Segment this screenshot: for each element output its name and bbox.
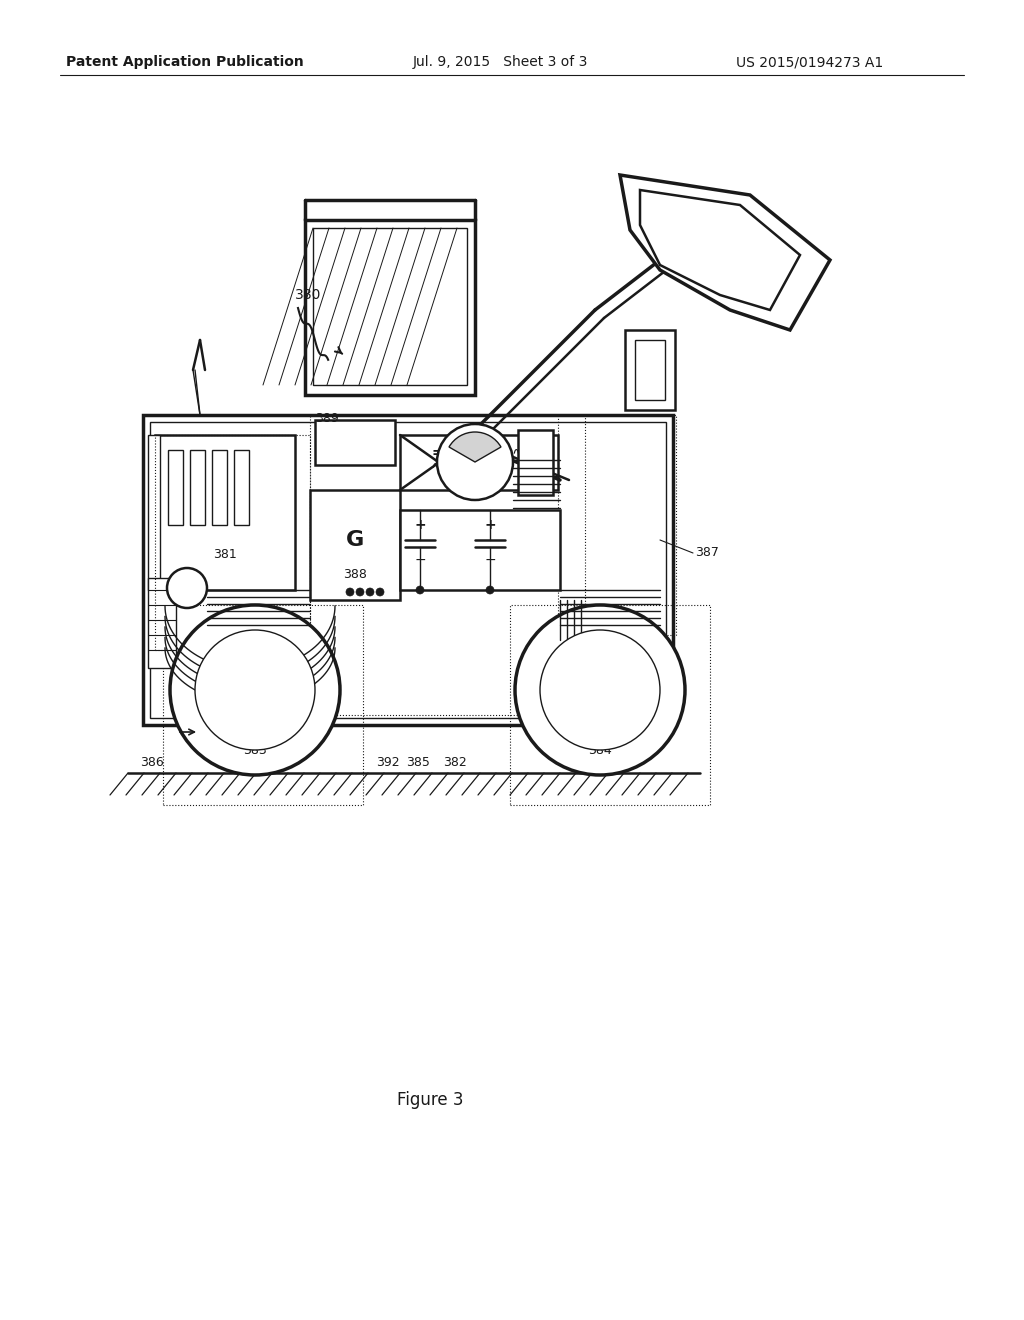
Bar <box>478 436 558 490</box>
Circle shape <box>195 630 315 750</box>
Text: Patent Application Publication: Patent Application Publication <box>67 55 304 69</box>
Circle shape <box>356 587 364 597</box>
Text: =: = <box>431 446 442 459</box>
Bar <box>313 228 467 385</box>
Text: 382: 382 <box>443 755 467 768</box>
Bar <box>305 220 475 395</box>
Text: 387: 387 <box>695 546 719 560</box>
Text: 392: 392 <box>376 755 399 768</box>
Bar <box>400 436 475 490</box>
Bar <box>212 450 227 525</box>
Text: 389: 389 <box>315 412 339 425</box>
Text: M: M <box>590 665 609 685</box>
Bar <box>155 436 295 590</box>
Circle shape <box>515 605 685 775</box>
Bar <box>558 414 676 635</box>
Text: +: + <box>484 517 496 532</box>
Bar <box>625 330 675 411</box>
Wedge shape <box>449 432 501 462</box>
Bar <box>155 436 310 649</box>
Text: 383: 383 <box>243 743 267 756</box>
Bar <box>310 414 585 715</box>
Bar <box>315 420 395 465</box>
Bar <box>234 450 249 525</box>
Circle shape <box>486 586 494 594</box>
Text: US 2015/0194273 A1: US 2015/0194273 A1 <box>736 55 884 69</box>
Bar <box>168 450 183 525</box>
Circle shape <box>540 630 660 750</box>
Text: ∿: ∿ <box>431 459 443 474</box>
Text: 384: 384 <box>588 743 612 756</box>
Text: 388: 388 <box>343 569 367 582</box>
Circle shape <box>416 586 424 594</box>
Polygon shape <box>620 176 830 330</box>
Circle shape <box>366 587 374 597</box>
Bar <box>635 341 665 400</box>
Circle shape <box>451 352 459 360</box>
Circle shape <box>437 424 513 500</box>
Text: 391: 391 <box>588 689 611 701</box>
Bar <box>518 430 553 495</box>
Circle shape <box>434 352 442 360</box>
Text: Jul. 9, 2015   Sheet 3 of 3: Jul. 9, 2015 Sheet 3 of 3 <box>413 55 588 69</box>
Bar <box>143 414 673 725</box>
Circle shape <box>346 587 354 597</box>
Polygon shape <box>640 190 800 310</box>
Text: +: + <box>414 517 426 532</box>
Text: G: G <box>346 531 365 550</box>
Bar <box>400 510 560 590</box>
Circle shape <box>170 605 340 775</box>
Bar <box>510 605 710 805</box>
Circle shape <box>167 568 207 609</box>
Text: 390: 390 <box>243 689 267 701</box>
Text: ∿: ∿ <box>512 446 524 461</box>
Bar <box>190 450 205 525</box>
Bar <box>148 436 160 590</box>
Bar <box>150 422 666 718</box>
Text: −: − <box>484 553 496 568</box>
Text: 386: 386 <box>140 755 164 768</box>
Text: Figure 3: Figure 3 <box>396 1092 463 1109</box>
Circle shape <box>376 587 384 597</box>
Text: 380: 380 <box>295 288 322 302</box>
Bar <box>310 490 400 601</box>
Text: −: − <box>414 553 426 568</box>
Bar <box>163 605 362 805</box>
Text: 381: 381 <box>213 549 237 561</box>
Bar <box>148 578 176 668</box>
Text: 385: 385 <box>407 755 430 768</box>
Text: M: M <box>246 665 264 685</box>
